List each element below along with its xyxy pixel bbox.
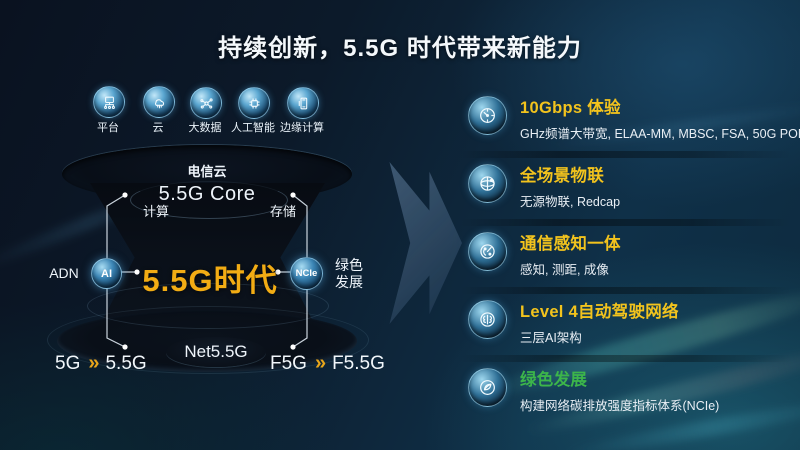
orbit-arc (47, 306, 369, 374)
edge-computing-icon (287, 87, 319, 119)
platform-icon (93, 86, 125, 118)
ai-chip-icon (238, 87, 270, 119)
capability-texts: 绿色发展 构建网络碳排放强度指标体系(NCIe) (520, 366, 719, 414)
capability-title: 全场景物联 (520, 167, 604, 185)
cloud-label: 云 (152, 122, 164, 134)
telecom-cloud-label: 电信云 (187, 164, 227, 179)
capability-subtitle: 无源物联, Redcap (520, 195, 621, 209)
capability-item: Level 4自动驾驶网络 三层AI架构 (468, 298, 792, 353)
capability-subtitle: 构建网络碳排放强度指标体系(NCIe) (520, 399, 720, 413)
gauge-icon (468, 96, 507, 135)
capabilities-list: 10Gbps 体验 GHz频谱大带宽, ELAA-MM, MBSC, FSA, … (460, 94, 800, 421)
ai-node-label: AI (101, 267, 112, 280)
ai-network-icon (468, 300, 507, 339)
capability-title: 10Gbps 体验 (520, 99, 621, 117)
net55g-label: Net5.5G (184, 342, 248, 361)
evo-to: 5.5G (105, 353, 147, 374)
divider (460, 151, 792, 158)
net-pedestal (166, 337, 266, 367)
evo-to: F5.5G (332, 353, 385, 374)
cloud-icon (143, 86, 175, 118)
evolution-f5g: F5G » F5.5G (270, 352, 385, 375)
double-chevron-icon: » (88, 352, 99, 374)
capability-texts: 全场景物联 无源物联, Redcap (520, 162, 620, 210)
capability-title: Level 4自动驾驶网络 (520, 303, 679, 321)
compute-label: 计算 (142, 204, 170, 219)
evo-from: F5G (270, 353, 307, 374)
iot-globe-icon (468, 164, 507, 203)
capability-title: 绿色发展 (520, 371, 588, 389)
evolution-5g: 5G » 5.5G (55, 352, 147, 375)
platform-label: 平台 (97, 122, 119, 134)
capability-texts: 通信感知一体 感知, 测距, 成像 (520, 230, 621, 278)
capability-title: 通信感知一体 (520, 235, 621, 253)
divider (460, 355, 792, 362)
ai-label: 人工智能 (231, 122, 275, 134)
capability-item: 全场景物联 无源物联, Redcap (468, 162, 792, 217)
era-label: 5.5G时代 (142, 263, 278, 298)
bigdata-icon (190, 87, 222, 119)
capability-texts: 10Gbps 体验 GHz频谱大带宽, ELAA-MM, MBSC, FSA, … (520, 94, 800, 142)
green-line1: 绿色 (335, 257, 363, 273)
capability-texts: Level 4自动驾驶网络 三层AI架构 (520, 298, 679, 346)
divider (460, 219, 792, 226)
double-chevron-icon: » (314, 352, 326, 374)
tech-stack-diagram: 平台 云 大数据 人工智能 边缘计算 电信云 5.5G Core 计算 存储 A… (40, 75, 420, 395)
ncie-node-label: NCIe (295, 268, 318, 279)
leaf-icon (468, 368, 507, 407)
capability-item: 10Gbps 体验 GHz频谱大带宽, ELAA-MM, MBSC, FSA, … (468, 94, 800, 149)
capability-subtitle: 三层AI架构 (520, 331, 582, 345)
ai-node-badge: AI (91, 258, 122, 289)
bigdata-label: 大数据 (188, 122, 222, 134)
storage-label: 存储 (269, 204, 297, 219)
capability-subtitle: GHz频谱大带宽, ELAA-MM, MBSC, FSA, 50G PON … (520, 127, 800, 141)
divider (460, 287, 792, 294)
evo-from: 5G (55, 353, 81, 374)
core-label: 5.5G Core (158, 183, 256, 205)
green-line2: 发展 (335, 274, 363, 290)
capability-item: 绿色发展 构建网络碳排放强度指标体系(NCIe) (468, 366, 792, 421)
page-title: 持续创新，5.5G 时代带来新能力 (218, 35, 582, 62)
core-ellipse-rim (130, 181, 288, 219)
adn-label: ADN (49, 265, 79, 281)
edge-label: 边缘计算 (280, 122, 324, 134)
ncie-node-badge: NCIe (290, 257, 323, 290)
green-development-label: 绿色 发展 (335, 257, 363, 291)
radar-sensing-icon (468, 232, 507, 271)
capability-item: 通信感知一体 感知, 测距, 成像 (468, 230, 792, 285)
capability-subtitle: 感知, 测距, 成像 (520, 263, 609, 277)
